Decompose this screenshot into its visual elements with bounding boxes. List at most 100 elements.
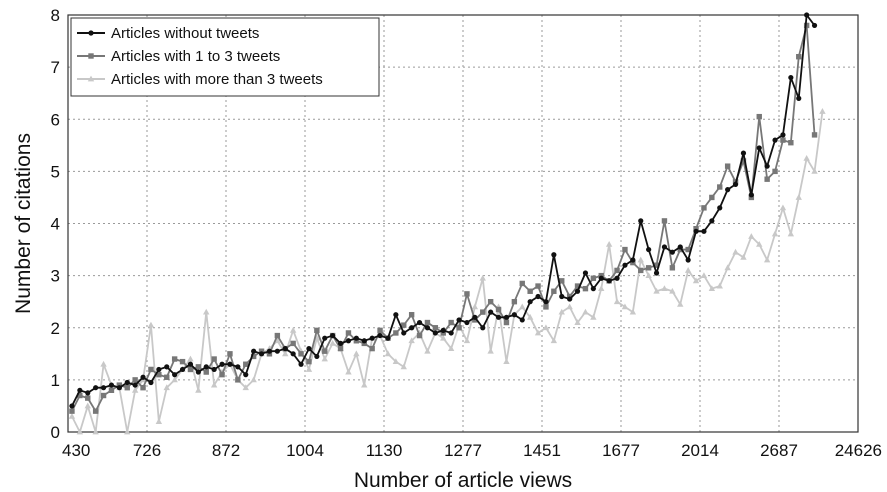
data-point — [535, 293, 541, 300]
data-point — [693, 228, 699, 234]
data-point — [329, 339, 336, 346]
data-point — [242, 384, 249, 391]
data-point — [132, 382, 138, 388]
series-layer — [68, 12, 826, 435]
data-point — [803, 154, 810, 161]
data-point — [345, 368, 352, 375]
data-point — [772, 137, 778, 143]
data-point — [140, 384, 146, 391]
data-point — [629, 308, 637, 315]
data-point — [440, 334, 447, 341]
data-point — [748, 233, 755, 239]
data-point — [551, 252, 557, 258]
data-point — [322, 335, 328, 341]
data-point — [250, 353, 257, 360]
data-point — [637, 256, 644, 263]
data-point — [108, 382, 115, 388]
data-point — [645, 265, 652, 271]
data-point — [527, 299, 533, 305]
data-point — [124, 379, 130, 386]
data-point — [709, 194, 715, 201]
data-point — [69, 408, 75, 414]
data-point — [447, 345, 455, 351]
data-point — [416, 319, 423, 326]
data-point — [93, 385, 99, 391]
data-point — [163, 384, 170, 391]
data-point — [574, 319, 581, 325]
data-point — [179, 358, 186, 365]
data-point — [100, 360, 107, 367]
data-point — [763, 256, 771, 263]
data-point — [472, 314, 478, 320]
data-point — [385, 335, 391, 341]
data-point — [179, 366, 186, 373]
data-point — [321, 355, 328, 362]
data-point — [677, 246, 683, 253]
data-point — [756, 145, 762, 151]
data-point — [401, 322, 407, 328]
data-point — [653, 262, 660, 268]
data-point — [574, 283, 581, 289]
data-point — [495, 306, 502, 313]
x-tick-label: 1004 — [286, 441, 324, 460]
data-point — [250, 376, 257, 383]
data-point — [598, 275, 604, 281]
data-point — [787, 230, 795, 237]
data-point — [598, 285, 605, 292]
x-tick-label: 1451 — [523, 441, 561, 460]
data-point — [542, 324, 550, 331]
data-point — [251, 348, 257, 354]
data-point — [274, 337, 281, 344]
data-point — [258, 348, 265, 354]
data-point — [369, 335, 375, 341]
data-point — [124, 384, 130, 391]
data-point — [314, 353, 320, 360]
data-point — [480, 309, 486, 315]
data-point — [559, 278, 565, 284]
data-point — [361, 340, 367, 347]
data-point — [440, 327, 446, 333]
data-point — [732, 248, 739, 255]
data-point — [756, 113, 762, 120]
x-axis-ticks: 430 726 872 1004 1130 1277 1451 1677 2014 2687 246… — [62, 441, 882, 460]
data-point — [472, 317, 478, 323]
data-point — [503, 314, 510, 320]
data-point — [614, 267, 620, 274]
data-point — [677, 300, 684, 307]
series-line — [71, 111, 824, 433]
data-point — [463, 337, 471, 344]
data-point — [717, 184, 723, 190]
data-point — [235, 364, 241, 370]
data-point — [567, 296, 573, 302]
x-tick-label: 1277 — [444, 441, 482, 460]
data-point — [227, 361, 233, 367]
data-point — [645, 272, 652, 279]
data-point — [479, 274, 486, 281]
data-point — [274, 332, 281, 339]
data-point — [543, 304, 549, 310]
data-point — [543, 299, 549, 305]
legend-label: Articles without tweets — [111, 25, 259, 42]
data-point — [243, 372, 249, 378]
data-point — [361, 381, 368, 388]
data-point — [92, 428, 99, 435]
y-tick-label: 4 — [51, 215, 60, 234]
data-point — [669, 287, 676, 294]
data-point — [298, 351, 304, 357]
y-tick-label: 0 — [51, 423, 60, 442]
data-point — [534, 329, 542, 336]
data-point — [219, 371, 225, 378]
x-tick-label: 872 — [212, 441, 240, 460]
data-point — [480, 325, 486, 331]
data-point — [69, 403, 75, 409]
legend-marker — [88, 53, 94, 59]
x-tick-label: 2014 — [681, 441, 719, 460]
data-point — [725, 187, 731, 193]
data-point — [803, 22, 810, 29]
data-point — [448, 330, 454, 336]
data-point — [646, 246, 652, 253]
data-point — [353, 338, 360, 344]
data-point — [526, 313, 534, 320]
data-point — [788, 74, 794, 81]
